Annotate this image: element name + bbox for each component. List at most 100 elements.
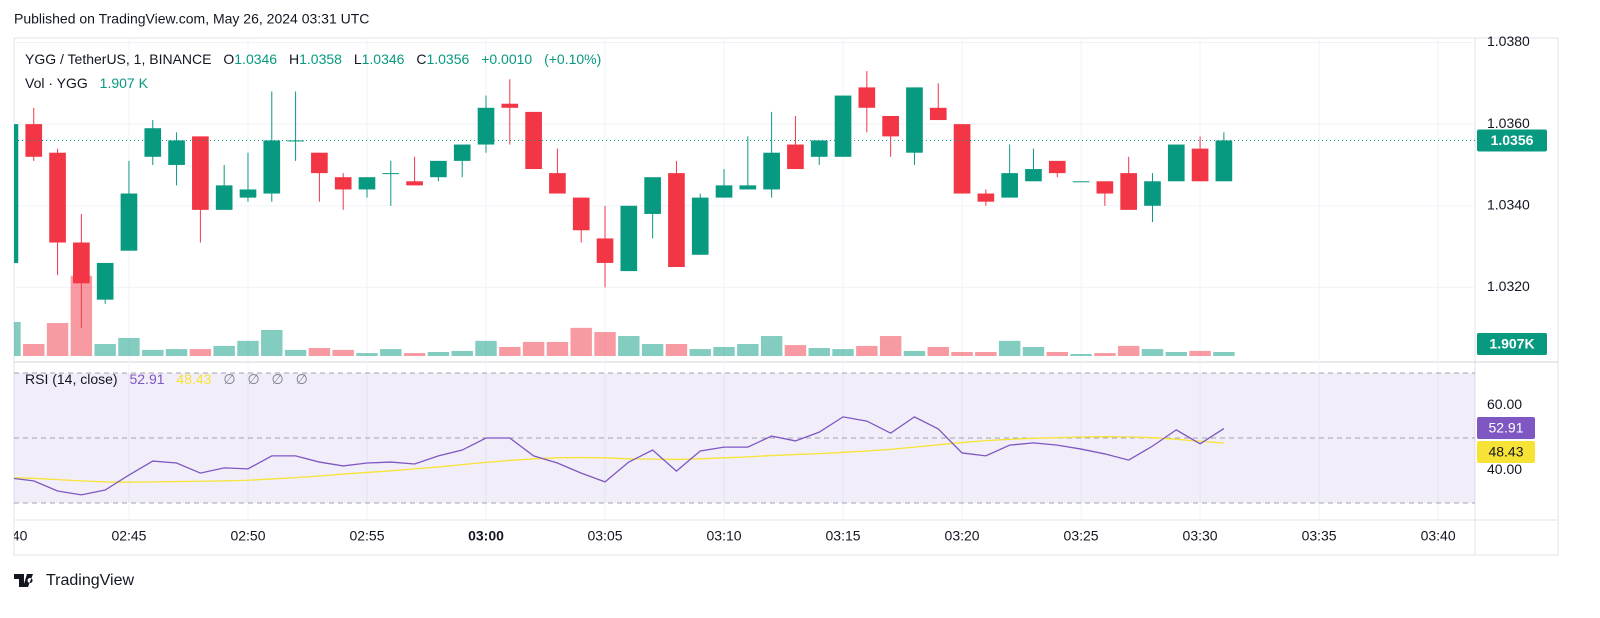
candle-body	[168, 140, 185, 165]
candle-body	[215, 185, 233, 210]
x-tick-label: 03:00	[468, 528, 504, 544]
volume-bar	[998, 340, 1021, 356]
candle-body	[763, 152, 780, 190]
volume-value: 1.907 K	[100, 75, 149, 91]
candle-body	[144, 128, 162, 157]
volume-box	[1477, 333, 1547, 355]
volume-bar	[618, 336, 640, 356]
x-tick-label: 03:40	[1421, 528, 1456, 544]
candle-body	[453, 144, 471, 161]
rsi-value-label: 48.43	[1488, 444, 1523, 460]
chart-frame	[13, 37, 1559, 556]
volume-bar	[951, 352, 973, 356]
candle-body	[549, 173, 566, 194]
volume-bar	[665, 344, 688, 356]
candle-body	[263, 140, 281, 194]
candle-body	[977, 193, 995, 202]
candle-body	[929, 107, 947, 121]
volume-bar	[713, 346, 735, 356]
candle-body	[1120, 173, 1138, 210]
volume-bar	[832, 349, 854, 356]
volume-bar	[403, 353, 426, 356]
candle-body	[620, 205, 638, 272]
volume-bar	[189, 349, 212, 356]
candle-body	[1048, 160, 1066, 174]
candle-body	[1096, 181, 1114, 194]
rsi-tick-label: 40.00	[1487, 461, 1522, 477]
volume-bar	[808, 348, 830, 356]
volume-bar	[522, 341, 545, 356]
rsi-value-label: 52.91	[1488, 420, 1523, 436]
change-percent: (+0.10%)	[544, 51, 601, 67]
volume-bar	[475, 340, 497, 356]
volume-bar	[165, 349, 188, 356]
x-tick-label: 03:25	[1064, 528, 1099, 544]
y-tick-label: 1.0360	[1487, 115, 1530, 131]
volume-bar	[261, 329, 283, 356]
candle-body	[73, 242, 90, 284]
logo-icon	[14, 574, 33, 587]
volume-bar	[70, 275, 93, 356]
price-legend: YGG / TetherUS, 1, BINANCE O1.0346 H1.03…	[25, 51, 601, 67]
candle-body	[1144, 181, 1161, 206]
candle-body	[810, 140, 828, 157]
candle-body	[1072, 181, 1090, 183]
volume-bar	[879, 336, 902, 356]
plot-area	[14, 71, 1475, 496]
candle-body	[739, 185, 757, 190]
volume-bar	[308, 348, 331, 356]
volume-bar	[1022, 346, 1045, 356]
candle-body	[358, 177, 376, 190]
x-tick-label: 02:45	[111, 528, 146, 544]
published-note: Published on TradingView.com, May 26, 20…	[14, 11, 369, 27]
volume-bar	[975, 352, 997, 356]
volume-bar	[570, 327, 592, 356]
volume-bar	[23, 344, 45, 356]
rsi-value-box	[1477, 417, 1535, 439]
volume-bar	[1165, 352, 1187, 356]
empty-value: ∅	[223, 371, 235, 387]
volume-bar	[903, 350, 926, 356]
candle-body	[25, 124, 43, 157]
volume-bar	[737, 344, 759, 356]
volume-bar	[1117, 345, 1140, 356]
candle-body	[49, 152, 66, 243]
candle-body	[1167, 144, 1185, 182]
candle-body	[882, 115, 899, 137]
rsi-line	[14, 416, 1225, 496]
candle-body	[668, 173, 685, 268]
x-tick-label: 02:55	[349, 528, 384, 544]
y-tick-label: 1.0340	[1487, 196, 1530, 212]
candle-body	[1001, 173, 1018, 198]
candle-body	[406, 181, 423, 186]
candle-body	[120, 193, 138, 251]
volume-bar	[760, 336, 783, 356]
volume-bar	[380, 349, 402, 356]
candle-body	[715, 185, 733, 198]
volume-label: 1.907K	[1489, 336, 1534, 352]
y-tick-label: 1.0320	[1487, 278, 1530, 294]
x-tick-label: 03:05	[587, 528, 622, 544]
brand-name: TradingView	[46, 572, 134, 589]
change: +0.0010	[481, 51, 532, 67]
empty-value: ∅	[272, 371, 284, 387]
volume-bar	[14, 321, 21, 356]
rsi-value: 52.91	[129, 371, 164, 387]
volume-bar	[142, 349, 164, 356]
volume-bar	[213, 345, 235, 356]
grid	[14, 38, 1475, 520]
candle-body	[691, 197, 709, 255]
candle-body	[14, 124, 19, 263]
ohlc-label: L	[354, 51, 362, 67]
volume-bar	[1070, 354, 1092, 356]
x-tick-label: 03:20	[945, 528, 980, 544]
rsi-title: RSI (14, close)	[25, 371, 118, 387]
volume-bar	[1141, 349, 1164, 356]
candle-body	[311, 152, 328, 174]
x-tick-label: 03:30	[1183, 528, 1218, 544]
legend: YGG / TetherUS, 1, BINANCE O1.0346 H1.03…	[25, 51, 601, 387]
candle-body	[953, 124, 971, 194]
x-tick-label: 02:40	[0, 528, 28, 544]
candle-body	[1025, 169, 1042, 182]
ohlc-label: C	[416, 51, 426, 67]
